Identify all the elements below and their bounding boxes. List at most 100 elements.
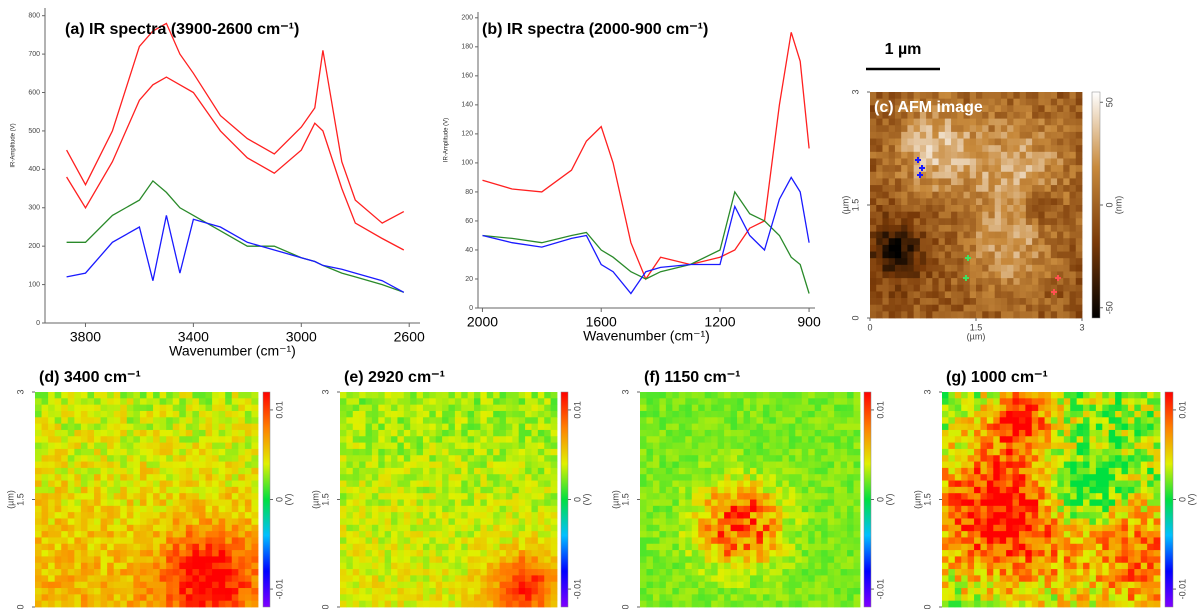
map-pixel (225, 506, 232, 513)
map-pixel (120, 405, 127, 412)
map-pixel (957, 252, 964, 259)
map-pixel (372, 512, 379, 519)
map-pixel (442, 550, 449, 557)
map-pixel (828, 474, 835, 481)
map-pixel (1076, 139, 1083, 146)
map-pixel (410, 531, 417, 538)
map-pixel (1001, 232, 1008, 239)
map-pixel (968, 392, 975, 399)
map-pixel (551, 411, 558, 418)
map-pixel (429, 392, 436, 399)
map-pixel (442, 487, 449, 494)
map-pixel (449, 481, 456, 488)
map-pixel (544, 430, 551, 437)
map-pixel (1001, 258, 1008, 265)
map-pixel (889, 305, 896, 312)
map-pixel (474, 588, 481, 595)
map-pixel (442, 563, 449, 570)
map-pixel (1007, 92, 1014, 99)
map-pixel (795, 601, 802, 608)
map-pixel (153, 556, 160, 563)
map-pixel (186, 411, 193, 418)
map-pixel (920, 225, 927, 232)
map-pixel (1063, 278, 1070, 285)
map-pixel (1070, 119, 1077, 126)
map-pixel (841, 525, 848, 532)
map-pixel (107, 537, 114, 544)
map-pixel (756, 556, 763, 563)
map-pixel (340, 582, 347, 589)
map-pixel (876, 172, 883, 179)
map-pixel (366, 481, 373, 488)
map-pixel (782, 525, 789, 532)
map-pixel (914, 245, 921, 252)
map-pixel (206, 531, 213, 538)
map-pixel (385, 569, 392, 576)
map-pixel (907, 172, 914, 179)
map-pixel (795, 563, 802, 570)
map-pixel (847, 455, 854, 462)
map-pixel (48, 582, 55, 589)
y-tick-label: 80 (465, 189, 473, 196)
map-pixel (653, 411, 660, 418)
map-pixel (417, 601, 424, 608)
map-pixel (55, 506, 62, 513)
map-pixel (802, 550, 809, 557)
map-pixel (153, 582, 160, 589)
map-pixel (982, 198, 989, 205)
map-pixel (251, 575, 258, 582)
map-pixel (672, 525, 679, 532)
map-pixel (834, 455, 841, 462)
map-pixel (232, 424, 239, 431)
map-pixel (1045, 225, 1052, 232)
map-pixel (487, 455, 494, 462)
map-pixel (901, 298, 908, 305)
map-pixel (500, 537, 507, 544)
map-pixel (724, 544, 731, 551)
map-pixel (724, 487, 731, 494)
map-pixel (808, 550, 815, 557)
map-pixel (251, 493, 258, 500)
map-pixel (821, 563, 828, 570)
map-pixel (179, 512, 186, 519)
map-pixel (378, 449, 385, 456)
map-pixel (192, 588, 199, 595)
map-pixel (685, 537, 692, 544)
map-pixel (101, 417, 108, 424)
map-pixel (711, 544, 718, 551)
map-pixel (225, 468, 232, 475)
map-pixel (449, 569, 456, 576)
map-pixel (769, 537, 776, 544)
map-pixel (948, 487, 955, 494)
map-pixel (493, 594, 500, 601)
map-pixel (506, 481, 513, 488)
map-pixel (942, 455, 949, 462)
map-pixel (487, 563, 494, 570)
map-pixel (353, 518, 360, 525)
map-pixel (493, 487, 500, 494)
map-pixel (808, 398, 815, 405)
map-pixel (698, 487, 705, 494)
map-pixel (763, 481, 770, 488)
map-pixel (847, 506, 854, 513)
map-pixel (920, 298, 927, 305)
map-pixel (500, 531, 507, 538)
map-pixel (397, 392, 404, 399)
map-pixel (1045, 205, 1052, 212)
map-pixel (951, 232, 958, 239)
map-pixel (372, 525, 379, 532)
map-pixel (245, 575, 252, 582)
map-pixel (982, 311, 989, 318)
map-pixel (238, 392, 245, 399)
map-pixel (147, 582, 154, 589)
map-pixel (970, 178, 977, 185)
map-pixel (939, 139, 946, 146)
map-pixel (487, 481, 494, 488)
map-pixel (147, 544, 154, 551)
map-pixel (500, 405, 507, 412)
map-pixel (160, 550, 167, 557)
map-pixel (340, 556, 347, 563)
map-pixel (245, 569, 252, 576)
map-pixel (68, 462, 75, 469)
map-pixel (685, 518, 692, 525)
